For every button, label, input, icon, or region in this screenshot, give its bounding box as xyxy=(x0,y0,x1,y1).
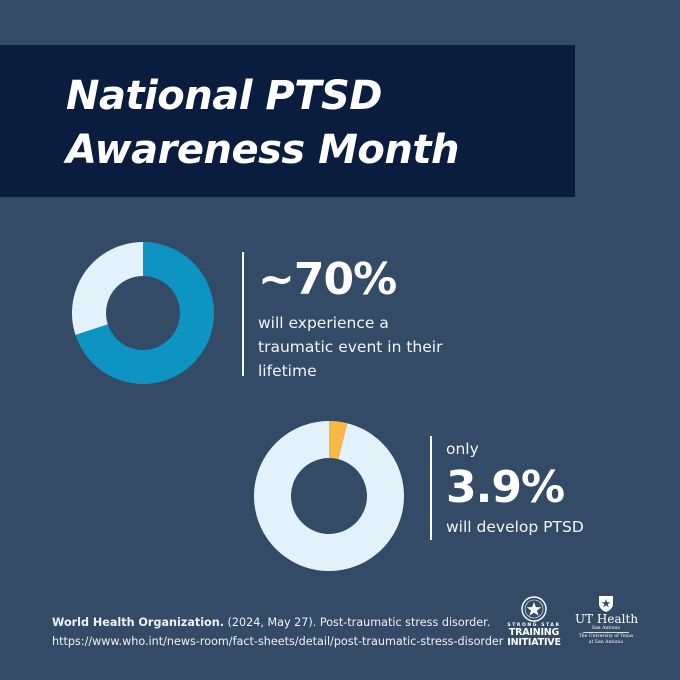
citation: World Health Organization. (2024, May 27… xyxy=(52,613,503,651)
ut-health-name: UT Health xyxy=(575,612,639,626)
strong-star-line-2: INITIATIVE xyxy=(507,636,561,648)
citation-line-1: World Health Organization. (2024, May 27… xyxy=(52,613,503,632)
donut-70-filled xyxy=(75,242,214,384)
ut-health-sub-1: The University of Texas xyxy=(578,634,634,640)
ut-health-rule xyxy=(583,632,629,634)
stat2-prefix: only xyxy=(446,440,479,458)
strong-star-logo: STRONG STAR TRAINING INITIATIVE xyxy=(503,596,565,656)
citation-url: https://www.who.int/news-room/fact-sheet… xyxy=(52,635,504,648)
page-title-line-1: National PTSD xyxy=(66,73,383,119)
donut-70-rest xyxy=(72,242,143,335)
stat1-divider xyxy=(242,252,244,376)
ut-health-place: San Antonio xyxy=(591,626,621,631)
ut-health-logo: UT Health San Antonio The University of … xyxy=(575,595,639,645)
title-band xyxy=(0,45,575,197)
strong-star-line-1: TRAINING xyxy=(508,627,560,638)
shield-star-icon xyxy=(599,596,613,612)
donut-chart-3-9 xyxy=(254,421,404,571)
donut-3-9-rest xyxy=(254,421,404,571)
stat1-desc-line-1: will experience a xyxy=(258,314,389,332)
stat1-description: will experience a traumatic event in the… xyxy=(258,311,442,383)
citation-details: (2024, May 27). Post-traumatic stress di… xyxy=(223,616,491,629)
donut-3-9-filled xyxy=(329,421,348,460)
stat2-description: will develop PTSD xyxy=(446,518,584,536)
donut-chart-70 xyxy=(72,242,214,384)
stat1-desc-line-3: lifetime xyxy=(258,362,317,380)
stat1-desc-line-2: traumatic event in their xyxy=(258,338,443,356)
stat1-value: ~70% xyxy=(258,254,397,305)
page-title-line-2: Awareness Month xyxy=(66,127,459,173)
ut-health-sub-2: at San Antonio xyxy=(588,639,624,645)
strong-star-tagline: STRONG STAR xyxy=(507,623,561,628)
citation-source: World Health Organization. xyxy=(52,616,224,629)
stat2-divider xyxy=(430,436,432,540)
star-seal-icon xyxy=(521,596,547,622)
stat2-value: 3.9% xyxy=(446,462,565,513)
